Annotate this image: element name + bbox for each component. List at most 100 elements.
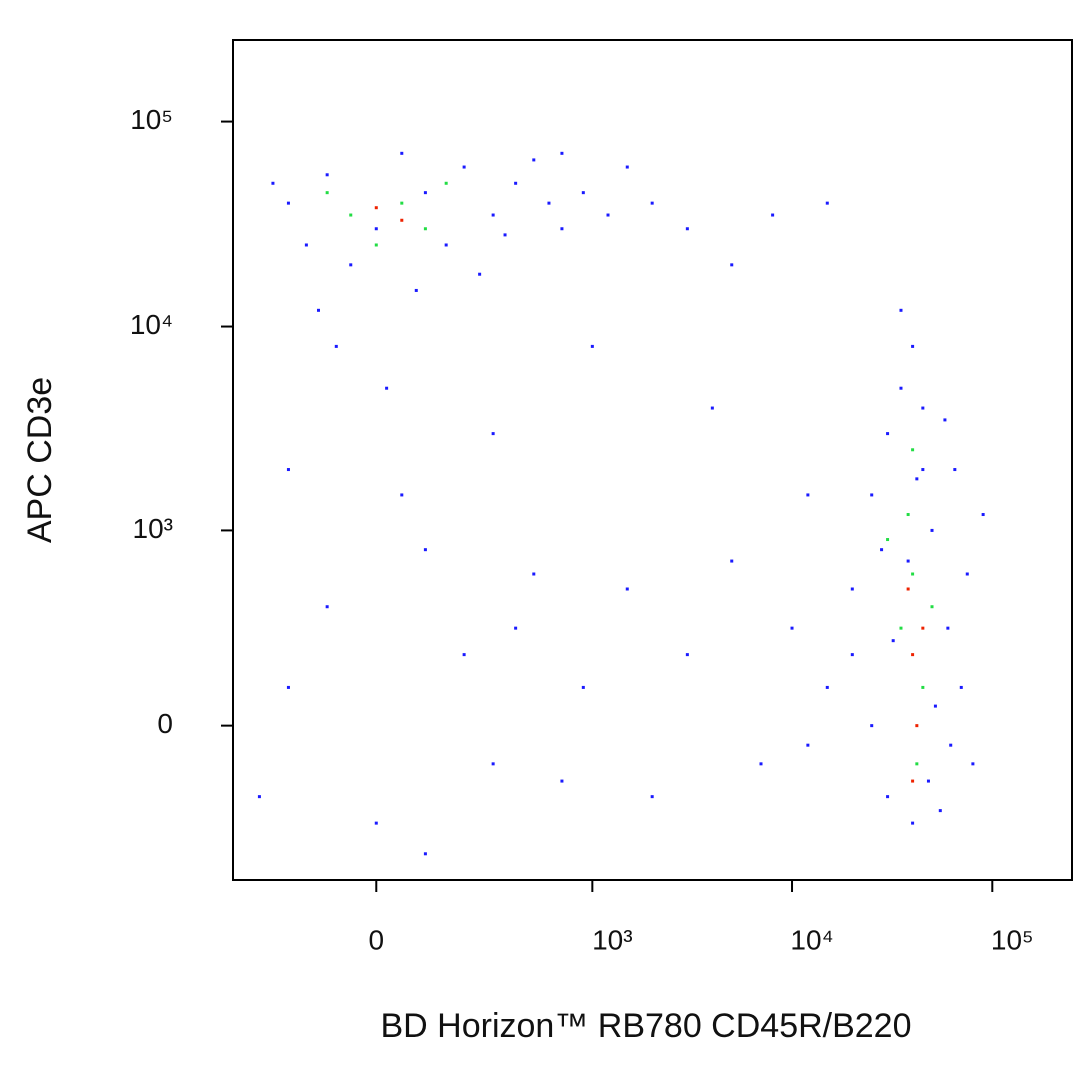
dot bbox=[414, 288, 418, 292]
dot bbox=[685, 653, 689, 657]
dot bbox=[423, 548, 427, 552]
dot bbox=[349, 213, 353, 217]
dot bbox=[286, 468, 290, 472]
dot bbox=[560, 227, 564, 231]
dot bbox=[759, 762, 763, 766]
x-tick-label: 10³ bbox=[592, 924, 632, 955]
dot bbox=[491, 213, 495, 217]
dot bbox=[304, 243, 308, 247]
dot bbox=[400, 201, 404, 205]
dot bbox=[650, 795, 654, 799]
y-tick-label: 10⁴ bbox=[130, 309, 173, 340]
dot bbox=[385, 386, 389, 390]
dot bbox=[886, 795, 890, 799]
dot bbox=[870, 724, 874, 728]
x-tick-label: 10⁵ bbox=[991, 924, 1034, 955]
dot bbox=[806, 493, 810, 497]
dot bbox=[685, 227, 689, 231]
dot bbox=[730, 559, 734, 563]
dot bbox=[850, 587, 854, 591]
dot bbox=[921, 468, 925, 472]
dot bbox=[930, 528, 934, 532]
dot bbox=[349, 263, 353, 267]
dot bbox=[581, 685, 585, 689]
dot bbox=[325, 191, 329, 195]
dot bbox=[926, 779, 930, 783]
dot bbox=[606, 213, 610, 217]
dot bbox=[257, 795, 261, 799]
dot bbox=[965, 572, 969, 576]
dot bbox=[891, 639, 895, 643]
dot bbox=[286, 685, 290, 689]
x-tick-label: 10⁴ bbox=[790, 924, 833, 955]
dot bbox=[423, 227, 427, 231]
dot bbox=[334, 344, 338, 348]
dot bbox=[870, 493, 874, 497]
dot bbox=[825, 201, 829, 205]
dot bbox=[943, 418, 947, 422]
dot bbox=[444, 243, 448, 247]
dot bbox=[953, 468, 957, 472]
dot bbox=[374, 821, 378, 825]
dot bbox=[825, 685, 829, 689]
dot bbox=[271, 181, 275, 185]
dot bbox=[316, 308, 320, 312]
y-tick-label: 0 bbox=[157, 708, 173, 739]
y-tick-label: 10³ bbox=[133, 513, 173, 544]
dot bbox=[560, 151, 564, 155]
dot bbox=[374, 243, 378, 247]
dot bbox=[906, 559, 910, 563]
dot bbox=[423, 852, 427, 856]
dot bbox=[400, 493, 404, 497]
dot bbox=[532, 158, 536, 162]
dot bbox=[771, 213, 775, 217]
dot bbox=[899, 308, 903, 312]
plot-frame bbox=[232, 39, 1073, 881]
dot bbox=[478, 272, 482, 276]
dot bbox=[491, 432, 495, 436]
dot bbox=[625, 165, 629, 169]
dot bbox=[462, 653, 466, 657]
dot bbox=[899, 386, 903, 390]
dot bbox=[959, 685, 963, 689]
y-axis-label: APC CD3e bbox=[21, 377, 59, 543]
dot bbox=[590, 344, 594, 348]
dot bbox=[325, 605, 329, 609]
dot bbox=[547, 201, 551, 205]
dot bbox=[915, 724, 919, 728]
dot bbox=[946, 626, 950, 630]
dot bbox=[423, 191, 427, 195]
dot bbox=[906, 587, 910, 591]
dot bbox=[915, 477, 919, 481]
dot bbox=[880, 548, 884, 552]
dot bbox=[933, 704, 937, 708]
dot bbox=[400, 218, 404, 222]
dot bbox=[911, 572, 915, 576]
dot bbox=[921, 626, 925, 630]
dot bbox=[930, 605, 934, 609]
dot bbox=[625, 587, 629, 591]
dot bbox=[532, 572, 536, 576]
dot bbox=[906, 513, 910, 517]
dot bbox=[971, 762, 975, 766]
dot bbox=[850, 653, 854, 657]
dot bbox=[491, 762, 495, 766]
dot bbox=[806, 743, 810, 747]
dot bbox=[581, 191, 585, 195]
dot bbox=[650, 201, 654, 205]
dot bbox=[462, 165, 466, 169]
x-axis-label: BD Horizon™ RB780 CD45R/B220 bbox=[380, 1007, 911, 1045]
dot bbox=[444, 181, 448, 185]
dot bbox=[325, 173, 329, 177]
dot bbox=[911, 653, 915, 657]
dot bbox=[981, 513, 985, 517]
dot bbox=[938, 809, 942, 813]
dot bbox=[886, 538, 890, 542]
dot bbox=[790, 626, 794, 630]
dot bbox=[400, 151, 404, 155]
dot bbox=[899, 626, 903, 630]
dot bbox=[503, 233, 507, 237]
dot bbox=[514, 626, 518, 630]
dot bbox=[560, 779, 564, 783]
